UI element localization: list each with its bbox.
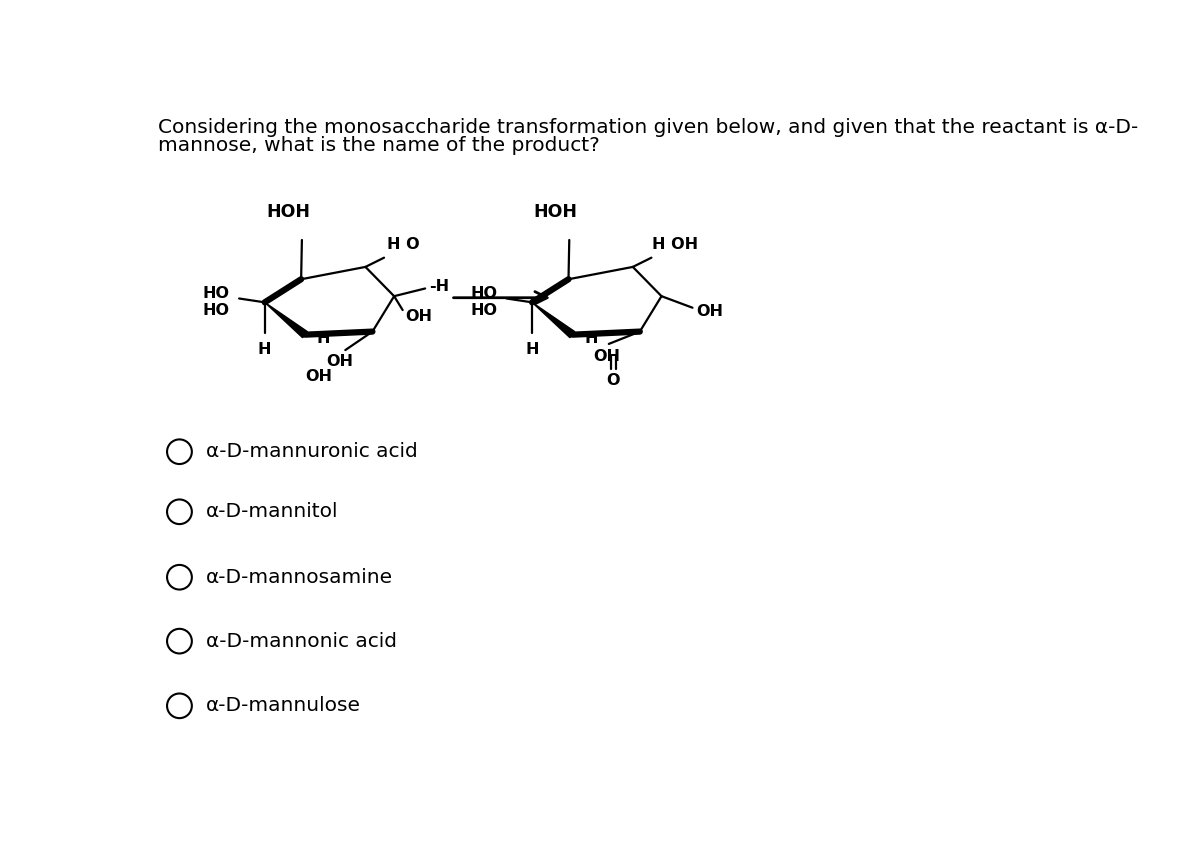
Polygon shape <box>532 302 575 338</box>
Text: HO: HO <box>203 302 230 318</box>
Text: HO: HO <box>470 286 497 302</box>
Text: mannose, what is the name of the product?: mannose, what is the name of the product… <box>157 136 600 155</box>
Text: H: H <box>526 342 539 358</box>
Text: H OH: H OH <box>653 237 698 251</box>
Text: OH: OH <box>696 304 724 319</box>
Text: OH: OH <box>406 308 433 324</box>
Text: H O: H O <box>388 237 420 251</box>
Text: HO: HO <box>203 286 230 302</box>
Text: HOH: HOH <box>266 204 310 221</box>
Text: HO: HO <box>470 302 497 318</box>
Text: OH: OH <box>594 348 620 364</box>
Text: H: H <box>317 331 330 346</box>
Text: H: H <box>584 331 598 346</box>
Text: O: O <box>607 373 620 388</box>
Text: Considering the monosaccharide transformation given below, and given that the re: Considering the monosaccharide transform… <box>157 118 1138 137</box>
Text: -H: -H <box>430 279 449 295</box>
Polygon shape <box>265 302 307 338</box>
Text: OH: OH <box>326 354 353 369</box>
Text: H: H <box>258 342 271 358</box>
Text: OH: OH <box>306 369 332 384</box>
Text: HOH: HOH <box>533 204 577 221</box>
Text: α-D-mannitol: α-D-mannitol <box>206 502 338 521</box>
Text: α-D-mannulose: α-D-mannulose <box>206 696 361 715</box>
Text: α-D-mannosamine: α-D-mannosamine <box>206 568 392 587</box>
Text: α-D-mannuronic acid: α-D-mannuronic acid <box>206 442 418 461</box>
Text: α-D-mannonic acid: α-D-mannonic acid <box>206 632 397 651</box>
